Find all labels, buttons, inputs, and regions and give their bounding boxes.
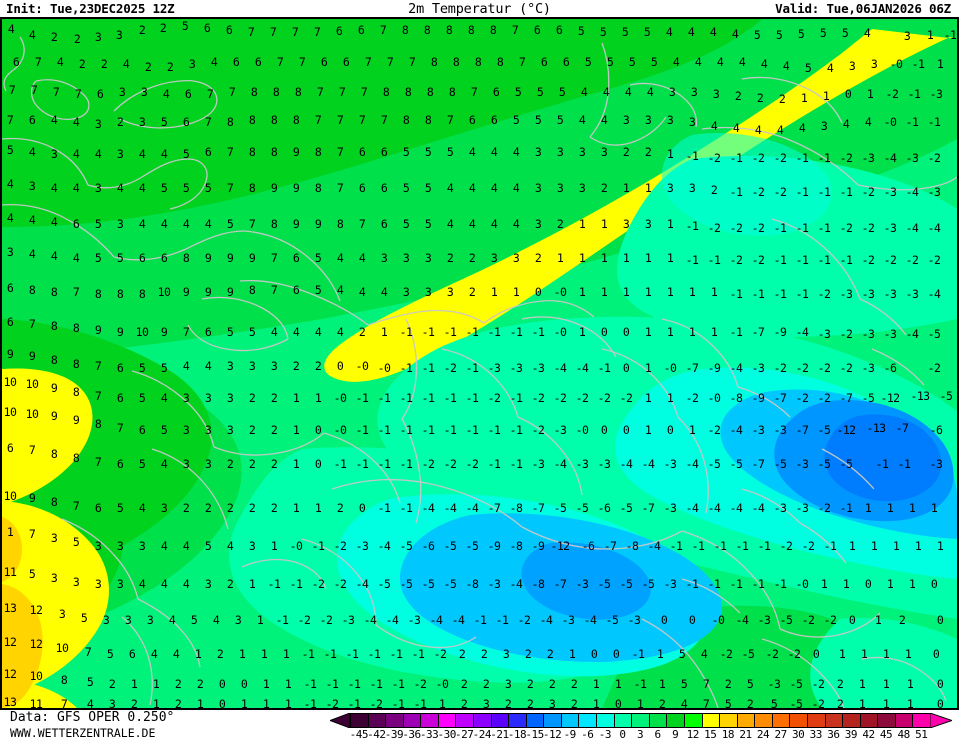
colorbar-tick-label: -18 (507, 728, 527, 741)
colorbar-swatch (613, 713, 633, 728)
colorbar-swatch (437, 713, 457, 728)
colorbar-tick-label: -6 (581, 728, 594, 741)
colorbar-tick-label: -45 (349, 728, 369, 741)
colorbar-tick-label: -21 (490, 728, 509, 741)
data-source-label: Data: GFS OPER 0.250° (10, 710, 175, 725)
colorbar-swatch (508, 713, 527, 728)
colorbar-tick-label: -27 (455, 728, 474, 741)
init-time-label: Init: Tue,23DEC2025 12Z (6, 1, 175, 16)
colorbar-tick-label: 48 (897, 728, 911, 741)
colorbar-swatch (771, 713, 791, 728)
colorbar-tick-label: -15 (525, 728, 544, 741)
valid-time-label: Valid: Tue,06JAN2026 06Z (775, 1, 951, 16)
colorbar-swatch (560, 713, 580, 728)
colorbar-tick-label: 21 (739, 728, 752, 741)
colorbar-swatch (806, 713, 826, 728)
map-header: Init: Tue,23DEC2025 12Z 2m Temperatur (°… (0, 0, 959, 17)
colorbar-tick-label: 36 (827, 728, 840, 741)
colorbar-swatch (473, 713, 492, 728)
colorbar-swatch (894, 713, 914, 728)
website-label: WWW.WETTERZENTRALE.DE (10, 726, 156, 740)
colorbar-tick-label: 45 (879, 728, 893, 741)
colorbar-tick-label: 30 (792, 728, 805, 741)
colorbar-swatch (455, 713, 475, 728)
colorbar-swatch (859, 713, 879, 728)
colorbar-right-arrow (930, 713, 952, 728)
colorbar-tick-label: -33 (419, 728, 439, 741)
colorbar-tick-label: 9 (672, 728, 679, 741)
colorbar-tick-label: 3 (636, 728, 644, 741)
colorbar-swatch (701, 713, 721, 728)
colorbar-swatch (912, 713, 931, 728)
colorbar-tick-label: 51 (915, 728, 928, 741)
colorbar-tick-label: 27 (774, 728, 787, 741)
colorbar-left-arrow (330, 713, 350, 728)
colorbar-swatch (350, 713, 369, 728)
colorbar-swatch (666, 713, 685, 728)
colorbar-tick-label: 15 (704, 728, 717, 741)
colorbar-swatch (543, 713, 562, 728)
colorbar-swatch (631, 713, 650, 728)
colorbar-tick-label: 12 (686, 728, 700, 741)
colorbar-swatch (789, 713, 808, 728)
colorbar-swatch (824, 713, 844, 728)
colorbar-tick-label: 39 (844, 728, 858, 741)
page-title: 2m Temperatur (°C) (408, 1, 551, 17)
colorbar-swatch (596, 713, 615, 728)
colorbar-swatch (402, 713, 422, 728)
colorbar-tick-label: 24 (756, 728, 770, 741)
colorbar-swatch (719, 713, 738, 728)
colorbar-swatch (736, 713, 756, 728)
colorbar-swatch (367, 713, 387, 728)
colorbar-tick-label: 42 (862, 728, 875, 741)
colorbar-tick-label: 18 (721, 728, 735, 741)
colorbar-swatch (578, 713, 598, 728)
colorbar-swatch (842, 713, 861, 728)
colorbar-swatch (683, 713, 703, 728)
colorbar-swatch (877, 713, 896, 728)
temperature-field (2, 19, 957, 708)
colorbar-tick-label: 33 (809, 728, 823, 741)
colorbar-swatch (525, 713, 545, 728)
colorbar-swatch (420, 713, 439, 728)
contour-fill-svg (2, 19, 957, 708)
colorbar-swatch (754, 713, 773, 728)
colorbar-tick-label: -36 (402, 728, 421, 741)
colorbar-tick-label: -39 (384, 728, 404, 741)
colorbar-tick-label: -9 (563, 728, 577, 741)
colorbar-tick-label: -12 (542, 728, 562, 741)
colorbar-swatch (490, 713, 510, 728)
colorbar-tick-label: -30 (437, 728, 456, 741)
colorbar-tick-label: -24 (472, 728, 492, 741)
colorbar-tick-label: 0 (619, 728, 626, 741)
colorbar-tick-label: 6 (654, 728, 662, 741)
temperature-colorbar[interactable]: -45 -42 -39 -36 -33 -30 -27 -24 -21 -18 -15 -12 -9 -6… (330, 713, 952, 741)
colorbar-tick-label: -42 (367, 728, 386, 741)
colorbar-swatch (385, 713, 404, 728)
colorbar-tick-label: -3 (598, 728, 612, 741)
colorbar-swatch (648, 713, 668, 728)
